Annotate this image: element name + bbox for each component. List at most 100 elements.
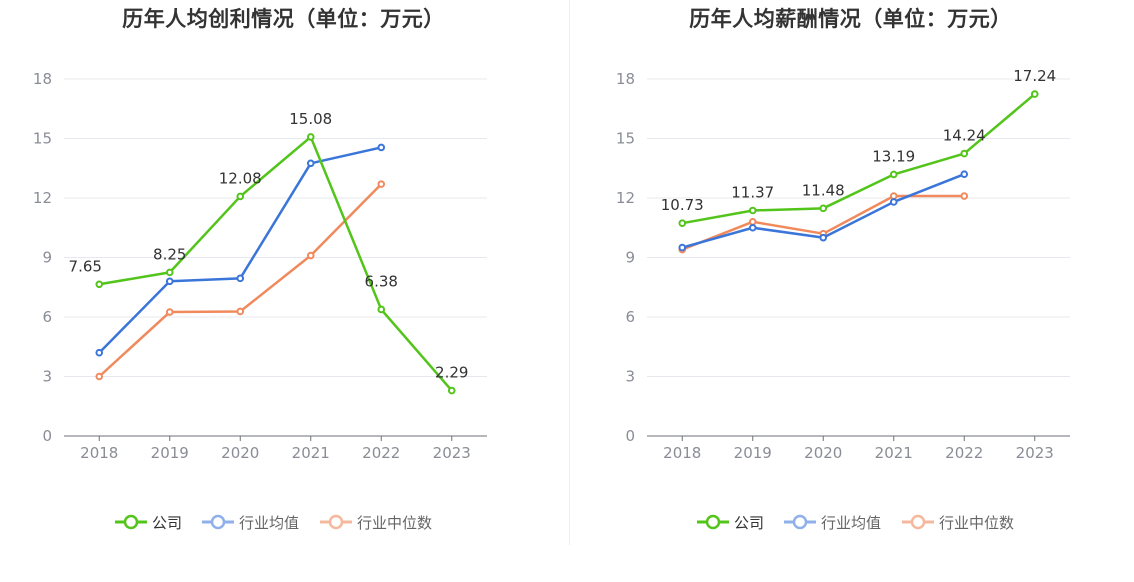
data-point[interactable] — [748, 223, 757, 232]
data-point[interactable] — [165, 277, 174, 286]
series-company: 7.65 8.25 12.08 15.08 6.38 2.29 — [69, 110, 468, 395]
x-tick-label: 2020 — [221, 444, 259, 462]
data-label: 14.24 — [943, 127, 986, 145]
series-line — [681, 194, 965, 251]
data-point[interactable] — [960, 192, 969, 200]
x-tick-label: 2022 — [362, 444, 400, 462]
data-point[interactable] — [819, 233, 828, 242]
legend-line-icon-company — [697, 514, 729, 530]
data-label: 13.19 — [872, 147, 915, 165]
data-label: 2.29 — [435, 364, 468, 382]
chart-title-salary: 历年人均薪酬情况（单位：万元） — [689, 7, 1012, 31]
data-point[interactable] — [748, 206, 757, 215]
legend-item-industry-avg[interactable]: 行业均值 — [202, 510, 299, 534]
data-point[interactable] — [95, 348, 104, 357]
data-point[interactable] — [960, 149, 969, 158]
y-tick-label: 9 — [625, 249, 635, 267]
legend-label-industry-avg: 行业均值 — [239, 513, 300, 532]
y-tick-label: 12 — [33, 189, 52, 207]
legend-line-icon-industry-avg — [202, 514, 234, 530]
data-point[interactable] — [236, 274, 245, 283]
series-line — [99, 135, 453, 392]
data-label: 7.65 — [69, 257, 102, 275]
data-point[interactable] — [377, 180, 386, 188]
legend-item-company[interactable]: 公司 — [697, 510, 764, 534]
data-point[interactable] — [889, 192, 898, 200]
data-point[interactable] — [960, 170, 969, 178]
series-industry-median — [95, 180, 386, 381]
data-point[interactable] — [95, 372, 104, 381]
y-tick-label: 6 — [625, 308, 635, 326]
data-label: 15.08 — [289, 110, 332, 128]
x-tick-label: 2018 — [80, 444, 118, 462]
chart-title-profit: 历年人均创利情况（单位：万元） — [122, 7, 445, 31]
series-industry-avg — [95, 143, 386, 357]
legend-line-icon-industry-avg — [784, 514, 816, 530]
legend-label-company: 公司 — [734, 513, 765, 532]
legend-profit: 公司 行业均值 行业中位数 — [0, 510, 567, 534]
data-point[interactable] — [165, 268, 174, 277]
data-point[interactable] — [748, 218, 757, 226]
y-tick-label: 15 — [33, 130, 52, 148]
x-tick-label: 2021 — [292, 444, 330, 462]
panel-divider — [569, 0, 570, 545]
data-label: 11.48 — [802, 181, 845, 199]
y-tick-label: 3 — [42, 368, 52, 386]
data-point[interactable] — [819, 204, 828, 213]
x-tick-label: 2019 — [734, 444, 772, 462]
data-point[interactable] — [236, 307, 245, 316]
data-point[interactable] — [236, 192, 245, 201]
series-company: 10.73 11.37 11.48 13.19 14.24 17.24 — [661, 67, 1056, 227]
data-label: 10.73 — [661, 196, 704, 214]
gridlines — [647, 78, 1070, 377]
data-point[interactable] — [306, 133, 315, 141]
data-point[interactable] — [889, 198, 898, 206]
series-industry-median — [678, 192, 969, 254]
profit-chart-plot: 0 3 6 9 12 15 18 2018 2019 2020 2021 2022 2023 7.65 8.… — [33, 70, 487, 462]
data-point[interactable] — [678, 243, 687, 252]
legend-label-industry-median: 行业中位数 — [357, 513, 433, 532]
legend-label-company: 公司 — [152, 513, 183, 532]
salary-chart-plot: 0 3 6 9 12 15 18 2018 2019 2020 2021 2022 2023 10.73 1… — [616, 67, 1070, 462]
legend-item-industry-median[interactable]: 行业中位数 — [902, 510, 1014, 534]
data-point[interactable] — [1030, 90, 1039, 98]
legend-item-industry-median[interactable]: 行业中位数 — [320, 510, 432, 534]
data-point[interactable] — [95, 280, 104, 289]
y-tick-label: 18 — [616, 70, 635, 88]
x-tick-label: 2018 — [663, 444, 701, 462]
y-tick-label: 15 — [616, 130, 635, 148]
data-point[interactable] — [306, 251, 315, 260]
x-tick-label: 2021 — [875, 444, 913, 462]
legend-salary: 公司 行业均值 行业中位数 — [567, 510, 1134, 534]
legend-line-icon-industry-median — [902, 514, 934, 530]
data-label: 11.37 — [731, 183, 774, 201]
data-point[interactable] — [447, 386, 456, 395]
data-point[interactable] — [377, 305, 386, 314]
x-tick-label: 2019 — [151, 444, 189, 462]
series-industry-avg — [678, 170, 969, 252]
y-tick-label: 0 — [625, 427, 635, 445]
series-line — [682, 93, 1036, 225]
data-point[interactable] — [889, 170, 898, 179]
y-tick-label: 12 — [616, 189, 635, 207]
x-tick-label: 2023 — [1016, 444, 1054, 462]
profit-per-capita-panel: 历年人均创利情况（单位：万元） 0 3 6 9 12 15 18 2018 2019 2020 20… — [0, 7, 567, 534]
data-point[interactable] — [306, 159, 315, 168]
y-tick-label: 18 — [33, 70, 52, 88]
legend-label-industry-median: 行业中位数 — [939, 513, 1015, 532]
data-point[interactable] — [377, 143, 386, 152]
y-tick-label: 3 — [625, 368, 635, 386]
data-point[interactable] — [165, 308, 174, 316]
legend-line-icon-company — [115, 514, 147, 530]
legend-line-icon-industry-median — [320, 514, 352, 530]
data-point[interactable] — [678, 219, 687, 227]
y-tick-label: 6 — [42, 308, 52, 326]
x-tick-label: 2020 — [804, 444, 842, 462]
x-tick-label: 2022 — [945, 444, 983, 462]
gridlines — [64, 78, 487, 377]
salary-per-capita-panel: 历年人均薪酬情况（单位：万元） 0 3 6 9 12 15 18 2018 2019 2020 20… — [567, 0, 1134, 582]
data-label: 6.38 — [365, 272, 398, 290]
data-label: 8.25 — [153, 245, 186, 263]
legend-item-industry-avg[interactable]: 行业均值 — [784, 510, 881, 534]
legend-item-company[interactable]: 公司 — [115, 510, 182, 534]
